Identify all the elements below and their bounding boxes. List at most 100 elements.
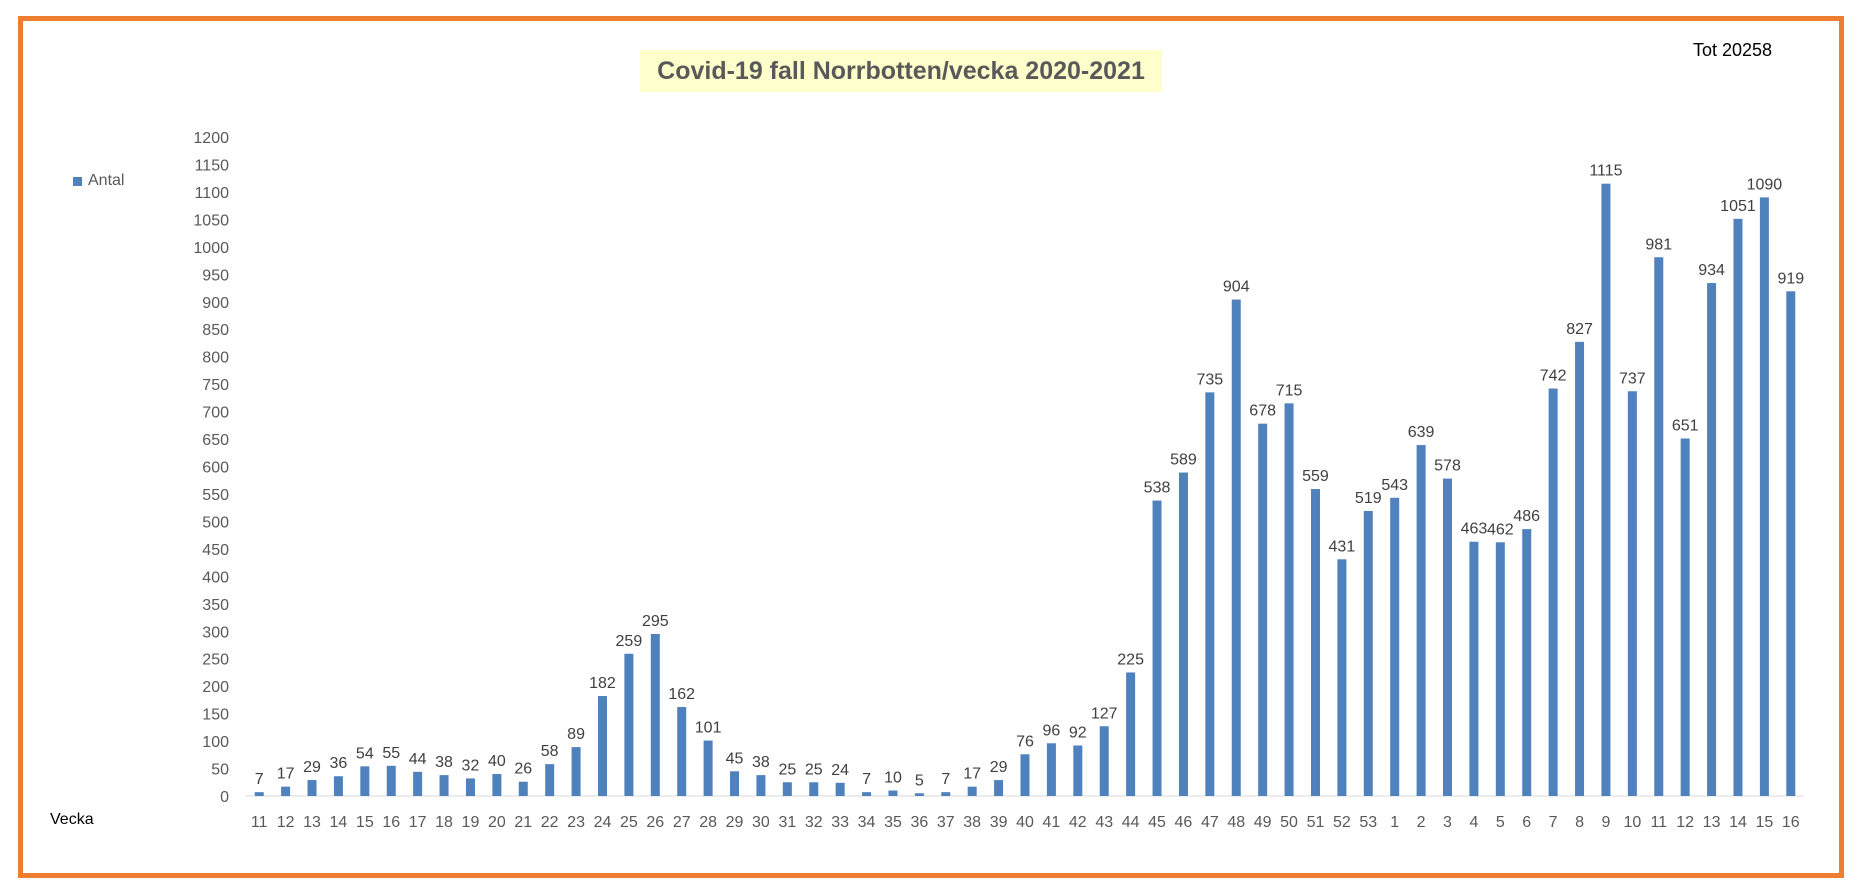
bar — [597, 696, 607, 796]
data-label: 1090 — [1747, 176, 1783, 193]
bar — [281, 786, 291, 796]
data-label: 1051 — [1720, 198, 1756, 215]
bar — [1575, 341, 1585, 796]
x-tick-label: 16 — [382, 814, 400, 831]
x-tick-label: 50 — [1280, 814, 1298, 831]
data-label: 36 — [330, 755, 348, 772]
bar — [1073, 745, 1083, 796]
x-tick-label: 15 — [1755, 814, 1773, 831]
bar — [1258, 423, 1268, 796]
bar — [1627, 391, 1637, 796]
bar — [1733, 218, 1743, 797]
data-label: 162 — [668, 686, 695, 703]
bar — [413, 771, 423, 796]
data-label: 589 — [1170, 452, 1197, 469]
y-tick-label: 400 — [202, 569, 229, 586]
x-tick-label: 23 — [567, 814, 585, 831]
bar — [1284, 403, 1294, 796]
x-axis-title: Vecka — [50, 811, 94, 828]
data-label: 24 — [831, 762, 849, 779]
data-label: 44 — [409, 751, 427, 768]
y-tick-label: 0 — [220, 789, 229, 806]
bar — [835, 782, 845, 796]
bar — [994, 780, 1004, 796]
y-tick-label: 900 — [202, 295, 229, 312]
data-label: 7 — [255, 771, 264, 788]
data-label: 25 — [805, 761, 823, 778]
x-tick-label: 43 — [1095, 814, 1113, 831]
y-tick-label: 100 — [202, 734, 229, 751]
data-label: 54 — [356, 745, 374, 762]
data-label: 651 — [1672, 417, 1699, 434]
bar — [1495, 542, 1505, 796]
data-label: 919 — [1777, 270, 1804, 287]
data-label: 737 — [1619, 370, 1646, 387]
data-label: 40 — [488, 753, 506, 770]
bar — [1786, 291, 1796, 796]
data-label: 26 — [514, 761, 532, 778]
bar — [730, 771, 740, 796]
x-tick-label: 36 — [910, 814, 928, 831]
data-label: 5 — [915, 772, 924, 789]
data-label: 463 — [1461, 521, 1488, 538]
data-label: 827 — [1566, 321, 1593, 338]
legend: Antal — [73, 172, 124, 190]
data-label: 17 — [277, 766, 295, 783]
y-tick-label: 450 — [202, 542, 229, 559]
x-tick-label: 48 — [1227, 814, 1245, 831]
bar — [1443, 478, 1453, 796]
data-label: 981 — [1645, 236, 1672, 253]
x-tick-label: 18 — [435, 814, 453, 831]
bar — [465, 778, 475, 796]
x-tick-label: 8 — [1575, 814, 1584, 831]
data-label: 462 — [1487, 521, 1514, 538]
bar — [333, 776, 343, 796]
data-label: 538 — [1144, 480, 1171, 497]
data-label: 559 — [1302, 468, 1329, 485]
x-tick-label: 16 — [1782, 814, 1800, 831]
y-tick-label: 600 — [202, 460, 229, 477]
x-tick-label: 42 — [1069, 814, 1087, 831]
data-label: 182 — [589, 675, 616, 692]
bar — [677, 707, 687, 796]
bar — [1178, 472, 1188, 796]
bar — [1363, 510, 1373, 796]
bar — [1416, 445, 1426, 796]
bar — [756, 775, 766, 796]
x-tick-label: 25 — [620, 814, 638, 831]
data-label: 32 — [462, 757, 480, 774]
data-label: 96 — [1043, 722, 1061, 739]
x-tick-label: 14 — [330, 814, 348, 831]
x-tick-label: 19 — [462, 814, 480, 831]
x-tick-label: 21 — [514, 814, 532, 831]
x-tick-label: 38 — [963, 814, 981, 831]
data-label: 29 — [990, 759, 1008, 776]
x-tick-label: 2 — [1417, 814, 1426, 831]
bar — [1126, 672, 1136, 796]
bar — [1522, 529, 1532, 796]
x-tick-label: 29 — [726, 814, 744, 831]
data-label: 678 — [1249, 403, 1276, 420]
data-label: 7 — [941, 771, 950, 788]
data-label: 7 — [862, 771, 871, 788]
x-tick-label: 33 — [831, 814, 849, 831]
x-tick-label: 32 — [805, 814, 823, 831]
y-axis: 0 50 100 150 200 250 300 350 400 450 500 550 600 650 7… — [193, 130, 229, 806]
y-tick-label: 350 — [202, 597, 229, 614]
data-label: 17 — [963, 766, 981, 783]
x-tick-label: 5 — [1496, 814, 1505, 831]
x-tick-label: 49 — [1254, 814, 1272, 831]
bar — [1654, 257, 1664, 797]
x-tick-label: 11 — [1650, 814, 1667, 831]
x-tick-label: 1 — [1390, 814, 1399, 831]
y-tick-label: 800 — [202, 350, 229, 367]
bar — [782, 782, 792, 796]
bar — [967, 786, 977, 796]
bar — [888, 790, 898, 796]
data-label: 101 — [695, 720, 722, 737]
y-tick-label: 650 — [202, 432, 229, 449]
bar — [545, 764, 555, 796]
x-tick-label: 11 — [251, 814, 268, 831]
y-tick-label: 500 — [202, 514, 229, 531]
data-label: 76 — [1016, 733, 1034, 750]
